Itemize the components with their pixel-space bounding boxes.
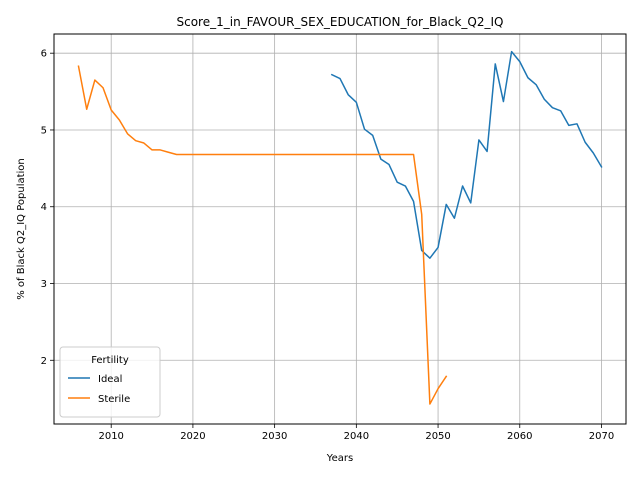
x-axis-label: Years [326, 453, 353, 464]
legend-label-sterile: Sterile [98, 394, 130, 405]
y-tick-label: 3 [41, 279, 47, 290]
y-tick-label: 4 [41, 202, 47, 213]
x-tick-label: 2040 [344, 431, 369, 442]
x-tick-label: 2010 [98, 431, 123, 442]
x-tick-label: 2060 [507, 431, 532, 442]
y-tick-label: 6 [41, 49, 47, 60]
x-tick-label: 2070 [589, 431, 614, 442]
legend-title: Fertility [91, 355, 129, 366]
legend-label-ideal: Ideal [98, 374, 122, 385]
x-axis-ticks: 2010 2020 2030 2040 2050 2060 2070 [98, 424, 614, 442]
x-tick-label: 2050 [425, 431, 450, 442]
x-tick-label: 2030 [262, 431, 287, 442]
y-tick-label: 2 [41, 356, 47, 367]
legend: Fertility Ideal Sterile [60, 347, 160, 417]
y-axis-label: % of Black Q2_IQ Population [16, 158, 27, 300]
x-tick-label: 2020 [180, 431, 205, 442]
y-axis-ticks: 2 3 4 5 6 [41, 49, 54, 367]
y-tick-label: 5 [41, 125, 47, 136]
chart-title: Score_1_in_FAVOUR_SEX_EDUCATION_for_Blac… [177, 15, 504, 29]
